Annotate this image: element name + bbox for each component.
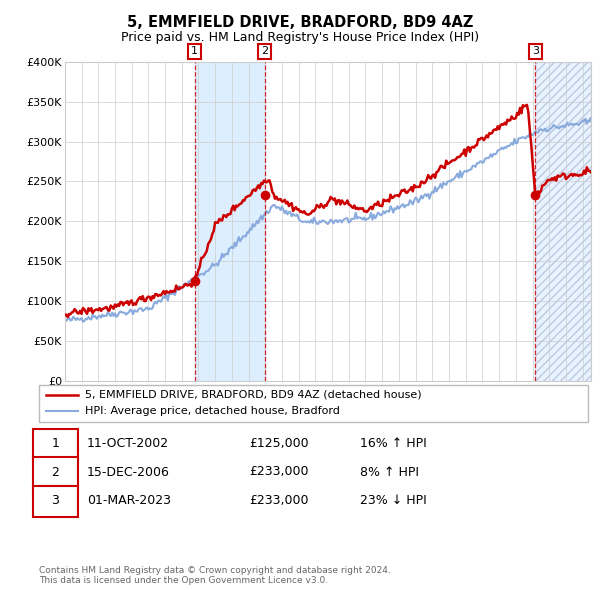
Text: 3: 3 [52,494,59,507]
Text: £233,000: £233,000 [249,466,308,478]
Text: 5, EMMFIELD DRIVE, BRADFORD, BD9 4AZ (detached house): 5, EMMFIELD DRIVE, BRADFORD, BD9 4AZ (de… [85,390,422,399]
Bar [195,62,265,381]
Text: 23% ↓ HPI: 23% ↓ HPI [360,494,427,507]
Text: 8% ↑ HPI: 8% ↑ HPI [360,466,419,478]
Text: £125,000: £125,000 [249,437,308,450]
Text: 2: 2 [261,47,268,57]
Text: Contains HM Land Registry data © Crown copyright and database right 2024.
This d: Contains HM Land Registry data © Crown c… [39,566,391,585]
Text: 01-MAR-2023: 01-MAR-2023 [87,494,171,507]
Text: 16% ↑ HPI: 16% ↑ HPI [360,437,427,450]
Text: 2: 2 [52,466,59,478]
Text: 1: 1 [52,437,59,450]
Text: 5, EMMFIELD DRIVE, BRADFORD, BD9 4AZ: 5, EMMFIELD DRIVE, BRADFORD, BD9 4AZ [127,15,473,30]
Text: 3: 3 [532,47,539,57]
Text: £233,000: £233,000 [249,494,308,507]
Text: 1: 1 [191,47,198,57]
Text: 11-OCT-2002: 11-OCT-2002 [87,437,169,450]
Text: Price paid vs. HM Land Registry's House Price Index (HPI): Price paid vs. HM Land Registry's House … [121,31,479,44]
Bar [535,62,591,381]
Bar [535,62,591,381]
Text: 15-DEC-2006: 15-DEC-2006 [87,466,170,478]
Text: HPI: Average price, detached house, Bradford: HPI: Average price, detached house, Brad… [85,407,340,416]
